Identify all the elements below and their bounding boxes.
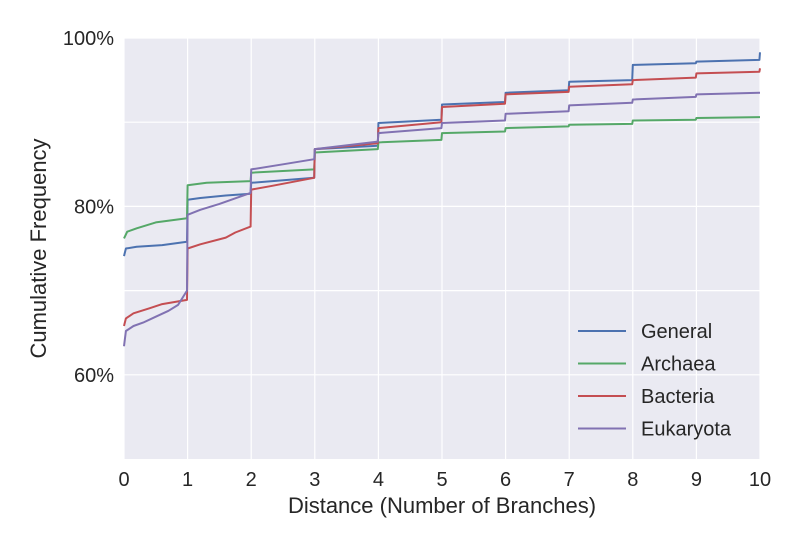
y-tick-label: 80% [74,196,114,218]
y-axis-label: Cumulative Frequency [26,138,51,358]
legend-label-general: General [641,321,712,343]
series-line-archaea [123,116,761,239]
x-axis-ticks: 0 1 2 3 4 5 6 7 8 9 10 [118,469,771,491]
x-tick-label: 8 [627,469,638,491]
series-lines [123,52,761,347]
y-axis-ticks: 60% 80% 100% [63,28,114,387]
x-tick-label: 9 [691,469,702,491]
y-tick-label: 100% [63,28,114,50]
legend: General Archaea Bacteria Eukaryota [578,321,732,441]
x-tick-label: 7 [564,469,575,491]
x-tick-label: 2 [246,469,257,491]
x-tick-label: 5 [436,469,447,491]
x-axis-label: Distance (Number of Branches) [288,493,596,518]
x-tick-label: 0 [118,469,129,491]
x-tick-label: 6 [500,469,511,491]
x-tick-label: 1 [182,469,193,491]
series-line-eukaryota [123,91,761,347]
x-tick-label: 4 [373,469,384,491]
legend-label-eukaryota: Eukaryota [641,419,732,441]
x-tick-label: 10 [749,469,771,491]
x-tick-label: 3 [309,469,320,491]
legend-label-bacteria: Bacteria [641,386,715,408]
legend-label-archaea: Archaea [641,354,716,376]
y-tick-label: 60% [74,365,114,387]
